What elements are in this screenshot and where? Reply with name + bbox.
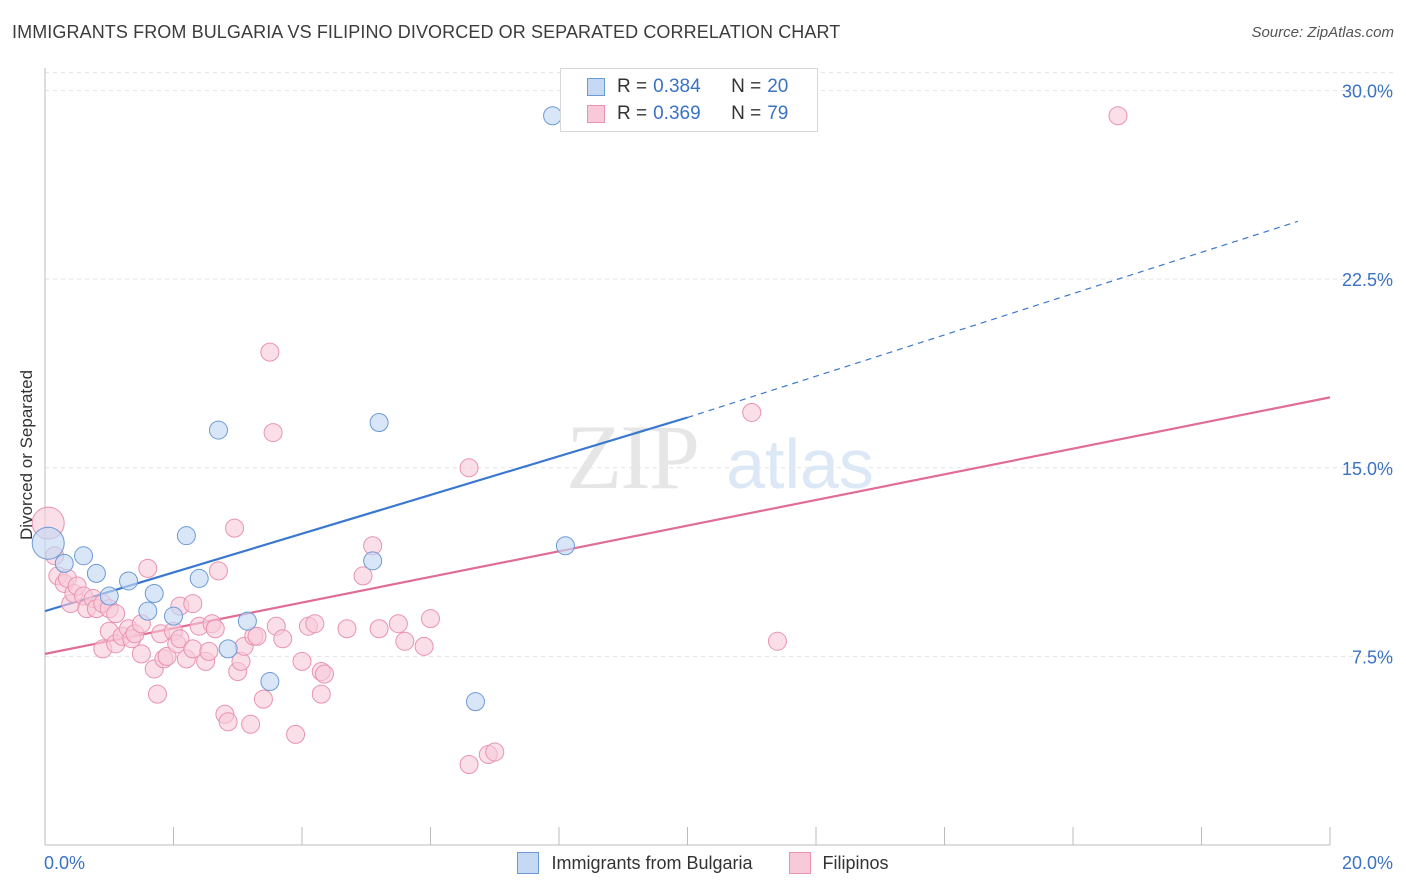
source-label: Source: ZipAtlas.com: [1251, 24, 1394, 41]
data-points: [31, 106, 1128, 775]
legend-item-bulgaria: Immigrants from Bulgaria: [517, 852, 753, 874]
filipino-point: [286, 724, 306, 744]
filipino-point: [205, 619, 225, 639]
filipino-point: [247, 626, 267, 646]
watermark-zip: ZIP: [566, 406, 698, 508]
filipino-point: [305, 614, 325, 634]
filipino-point: [337, 619, 357, 639]
bulgaria-point: [54, 553, 74, 573]
y-tick-label: 30.0%: [1342, 82, 1393, 102]
filipino-point: [459, 755, 479, 775]
legend-item-filipinos: Filipinos: [788, 852, 889, 874]
bulgaria-point: [176, 526, 196, 546]
bulgaria-point: [218, 639, 238, 659]
bulgaria-point: [99, 586, 119, 606]
filipino-point: [225, 518, 245, 538]
watermark: ZIP atlas: [566, 406, 874, 508]
n-value: 79: [767, 103, 789, 124]
filipino-point: [459, 458, 479, 478]
bulgaria-point: [74, 546, 94, 566]
n-label: N =: [731, 76, 762, 97]
legend-row-bulgaria: R = 0.384 N = 20: [587, 74, 788, 100]
filipino-point: [314, 664, 334, 684]
bulgaria-point: [363, 551, 383, 571]
correlation-legend: R = 0.384 N = 20 R = 0.369 N = 79: [560, 68, 818, 132]
filipino-point: [414, 636, 434, 656]
filipino-point: [369, 619, 389, 639]
n-value: 20: [767, 76, 789, 97]
r-label: R =: [617, 76, 648, 97]
watermark-atlas: atlas: [726, 425, 874, 503]
bulgaria-point: [543, 106, 563, 126]
legend-row-filipino: R = 0.369 N = 79: [587, 101, 788, 127]
bulgaria-point: [208, 420, 228, 440]
filipino-point: [353, 566, 373, 586]
bulgaria-point: [189, 568, 209, 588]
series-legend: Immigrants from Bulgaria Filipinos: [0, 852, 1406, 874]
y-tick-label: 15.0%: [1342, 459, 1393, 479]
chart-title: IMMIGRANTS FROM BULGARIA VS FILIPINO DIV…: [12, 22, 841, 42]
bulgaria-point: [86, 563, 106, 583]
filipinos-legend-swatch: [788, 852, 811, 874]
filipino-point: [311, 684, 331, 704]
x-tick-label-left: 0.0%: [44, 853, 85, 873]
filipino-point: [421, 609, 440, 629]
filipino-point: [742, 402, 762, 422]
bulgaria-trend-line: [44, 416, 688, 613]
filipino-point: [241, 714, 261, 734]
filipino-point: [1108, 106, 1128, 126]
filipino-point: [263, 423, 283, 443]
filipino-point: [131, 644, 151, 664]
bulgaria-point: [144, 584, 164, 604]
bulgaria-point: [138, 601, 158, 621]
filipino-point: [273, 629, 293, 649]
filipino-point: [253, 689, 273, 709]
bulgaria-swatch: [587, 78, 605, 96]
bulgaria-trend-extension: [687, 220, 1299, 419]
trend-lines: [44, 220, 1331, 655]
r-label: R =: [617, 103, 648, 124]
x-tick-label-right: 20.0%: [1342, 853, 1393, 873]
bulgaria-point: [164, 606, 183, 626]
n-label: N =: [731, 103, 762, 124]
filipino-point: [106, 604, 126, 624]
filipino-swatch: [587, 105, 605, 123]
bulgaria-point: [555, 536, 575, 556]
bulgaria-point: [260, 672, 280, 692]
bulgaria-point: [369, 413, 389, 433]
filipino-point: [292, 651, 312, 671]
filipino-point: [157, 646, 177, 666]
legend-label-bulgaria: Immigrants from Bulgaria: [551, 852, 753, 873]
bulgaria-point: [119, 571, 139, 591]
filipino-point: [147, 684, 167, 704]
filipino-trend-line: [44, 396, 1331, 655]
y-tick-label: 22.5%: [1342, 270, 1393, 290]
filipino-point: [485, 742, 505, 762]
y-tick-label: 7.5%: [1352, 647, 1393, 667]
bulgaria-point: [31, 526, 65, 560]
axes: [44, 68, 1331, 846]
y-axis-label: Divorced or Separated: [17, 369, 36, 541]
tick-labels: 7.5% 15.0% 22.5% 30.0% 0.0% 20.0%: [44, 82, 1393, 873]
legend-label-filipinos: Filipinos: [822, 852, 889, 873]
filipino-point: [183, 594, 203, 614]
r-value: 0.369: [653, 103, 701, 124]
filipino-point: [138, 558, 158, 578]
filipino-point: [199, 641, 219, 661]
filipino-point: [388, 614, 408, 634]
bulgaria-point: [465, 692, 485, 712]
filipino-point: [170, 629, 190, 649]
filipino-point: [767, 631, 787, 651]
filipino-point: [395, 631, 415, 651]
filipino-point: [218, 712, 238, 732]
bulgaria-legend-swatch: [517, 852, 540, 874]
bulgaria-point: [237, 611, 257, 631]
filipino-point: [260, 342, 280, 362]
filipino-point: [208, 561, 228, 581]
grid-lines: [45, 72, 1395, 657]
r-value: 0.384: [653, 76, 701, 97]
